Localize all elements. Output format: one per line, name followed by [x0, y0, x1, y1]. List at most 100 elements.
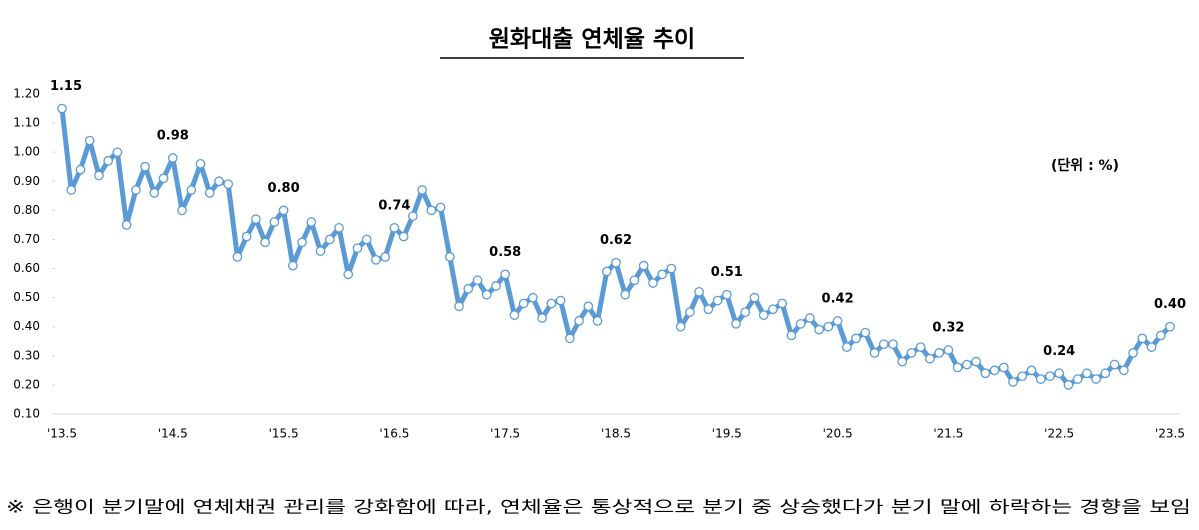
- data-point: [84, 135, 95, 146]
- data-point: [851, 333, 861, 344]
- data-point: [703, 304, 714, 315]
- data-point: [925, 353, 935, 364]
- data-point: [989, 365, 1000, 376]
- data-point: [251, 214, 261, 224]
- value-label: 0.51: [711, 265, 743, 280]
- data-point: [121, 220, 132, 230]
- data-point: [1137, 333, 1148, 344]
- data-point: [1082, 368, 1092, 379]
- data-point: [648, 278, 658, 288]
- x-tick-label: '15.5: [269, 427, 299, 441]
- data-point: [463, 284, 474, 294]
- y-tick-label: 1.10: [13, 116, 40, 130]
- x-tick-label: '17.5: [490, 427, 520, 441]
- data-point: [75, 164, 86, 175]
- data-point: [481, 289, 492, 300]
- value-label: 0.58: [489, 245, 521, 260]
- data-point: [962, 359, 972, 370]
- data-point: [546, 298, 557, 309]
- data-point: [555, 295, 566, 306]
- data-point: [352, 243, 363, 254]
- data-point: [915, 342, 926, 352]
- value-label: 0.32: [932, 321, 964, 336]
- data-point: [537, 313, 547, 323]
- data-point: [260, 237, 270, 248]
- data-point: [758, 310, 769, 320]
- data-point: [57, 103, 67, 114]
- data-point: [500, 269, 511, 280]
- data-point: [583, 301, 594, 312]
- data-point: [1045, 371, 1055, 382]
- value-label: 0.40: [1154, 297, 1186, 312]
- x-tick-label: '18.5: [601, 427, 631, 441]
- data-point: [1146, 342, 1157, 352]
- data-point: [666, 263, 677, 274]
- data-point: [472, 275, 483, 286]
- data-point: [1017, 371, 1028, 382]
- y-tick-label: 0.60: [13, 261, 40, 275]
- data-point: [712, 295, 723, 306]
- data-point: [518, 298, 529, 309]
- data-point: [1026, 365, 1037, 376]
- data-point: [1054, 368, 1065, 379]
- data-point: [721, 289, 732, 300]
- data-point: [334, 222, 344, 233]
- data-point: [1118, 365, 1129, 376]
- data-point: [306, 217, 317, 227]
- data-point: [444, 252, 455, 262]
- y-tick-label: 0.70: [13, 232, 40, 246]
- data-point: [131, 185, 141, 195]
- data-point: [601, 266, 612, 277]
- data-point: [269, 217, 280, 227]
- data-point: [768, 304, 778, 315]
- y-tick-label: 0.10: [13, 407, 40, 421]
- data-point: [214, 176, 224, 187]
- y-tick-label: 0.30: [13, 348, 40, 362]
- value-label: 0.80: [268, 181, 300, 196]
- data-point: [934, 348, 945, 358]
- data-point: [998, 362, 1009, 373]
- x-tick-label: '20.5: [823, 427, 853, 441]
- data-point: [611, 257, 621, 268]
- data-point: [287, 260, 298, 271]
- data-point: [1100, 368, 1111, 379]
- data-point: [278, 205, 289, 216]
- x-tick-label: '16.5: [379, 427, 409, 441]
- data-point: [657, 269, 668, 280]
- data-point: [694, 286, 704, 297]
- value-label: 0.74: [378, 198, 410, 213]
- data-point: [841, 342, 852, 352]
- data-point: [103, 156, 114, 166]
- data-point: [380, 252, 391, 262]
- data-point: [1091, 374, 1101, 384]
- data-point: [740, 307, 751, 318]
- data-point: [361, 234, 372, 245]
- footnote: ※ 은행이 분기말에 연체채권 관리를 강화함에 따라, 연체율은 통상적으로 …: [6, 498, 1191, 517]
- data-point: [777, 298, 788, 309]
- data-point: [564, 333, 575, 344]
- data-point: [324, 234, 335, 245]
- data-point: [786, 330, 797, 341]
- data-point: [860, 327, 871, 338]
- data-point: [638, 260, 649, 271]
- y-tick-label: 0.80: [13, 203, 40, 217]
- y-tick-label: 0.50: [13, 290, 40, 304]
- data-point: [177, 205, 187, 216]
- data-point: [805, 313, 815, 323]
- data-point: [94, 170, 104, 181]
- y-tick-label: 1.00: [13, 145, 40, 159]
- unit-note: (단위 : %): [1051, 157, 1119, 174]
- value-label: 0.24: [1043, 344, 1075, 359]
- data-point: [620, 289, 631, 300]
- data-point: [731, 318, 741, 329]
- data-point: [814, 324, 824, 335]
- data-point: [417, 185, 427, 195]
- data-point: [943, 345, 954, 355]
- data-point: [1155, 330, 1166, 341]
- data-point: [454, 301, 464, 312]
- data-point: [232, 252, 243, 262]
- data-point: [140, 161, 150, 172]
- data-point: [435, 202, 446, 213]
- data-point: [398, 231, 409, 242]
- value-label: 0.62: [600, 233, 632, 248]
